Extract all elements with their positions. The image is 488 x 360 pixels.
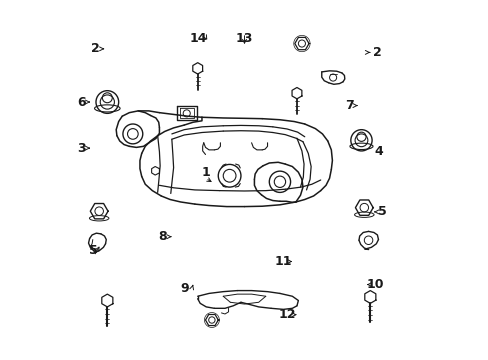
- Text: 5: 5: [89, 244, 98, 257]
- Text: 5: 5: [378, 206, 386, 219]
- Text: 1: 1: [201, 166, 209, 179]
- Text: 12: 12: [278, 308, 295, 321]
- Text: 4: 4: [374, 145, 383, 158]
- Text: 8: 8: [158, 230, 167, 243]
- Text: 6: 6: [77, 95, 85, 108]
- Text: 11: 11: [274, 255, 292, 268]
- Text: 2: 2: [91, 42, 100, 55]
- Text: 10: 10: [366, 278, 384, 291]
- Text: 3: 3: [77, 141, 85, 154]
- Text: 14: 14: [189, 32, 207, 45]
- Text: 13: 13: [235, 32, 253, 45]
- Text: 9: 9: [180, 282, 188, 294]
- Text: 7: 7: [344, 99, 353, 112]
- Text: 2: 2: [372, 46, 381, 59]
